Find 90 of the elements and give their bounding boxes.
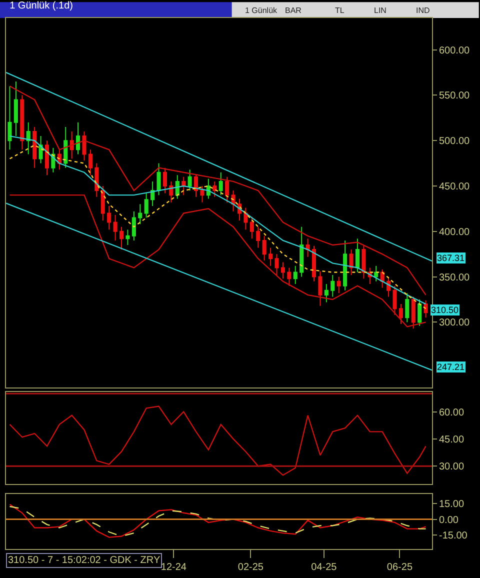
candlestick [8, 86, 12, 150]
candlestick [256, 226, 260, 248]
candlestick [392, 285, 397, 316]
candlestick [318, 270, 322, 306]
y-tick-label: 30.00 [439, 462, 464, 473]
candlestick [194, 174, 198, 198]
y-tick-label: -15.00 [439, 530, 468, 542]
candlestick [144, 192, 148, 218]
y-tick-label: 600.00 [439, 45, 470, 56]
candlestick [405, 292, 410, 323]
chart-title: 1 Günlük (.1d) [10, 0, 73, 12]
y-tick-label: 45.00 [439, 434, 464, 446]
candlestick [218, 172, 223, 196]
candlestick [355, 238, 360, 273]
line-series [9, 194, 426, 328]
candlestick [336, 276, 341, 294]
candlestick [132, 210, 136, 241]
candlestick [212, 180, 217, 198]
candlestick [107, 205, 112, 230]
y-tick-label: 400.00 [439, 226, 470, 238]
annotation: 310.50 [431, 305, 459, 315]
text: IND [416, 6, 430, 15]
candlestick [20, 94, 24, 150]
candlestick [88, 149, 92, 176]
y-tick-label: 60.00 [439, 407, 464, 418]
candlestick [156, 162, 161, 196]
candlestick [274, 254, 279, 276]
text: LIN [374, 6, 387, 15]
text: TL [335, 6, 345, 15]
line-series [9, 86, 426, 296]
x-tick-label: 02-25 [238, 562, 264, 573]
candlestick [82, 131, 86, 162]
y-tick-label: 450.00 [439, 181, 470, 192]
candlestick [14, 81, 18, 137]
candlestick [94, 162, 99, 198]
candlestick [64, 126, 68, 168]
candlestick [300, 226, 304, 278]
y-tick-label: 0.00 [439, 514, 459, 526]
candlestick [424, 300, 428, 318]
candlestick [411, 296, 416, 330]
candlestick [262, 235, 266, 261]
candlestick [374, 265, 378, 282]
x-tick-label: 06-25 [386, 562, 413, 573]
candlestick [200, 185, 204, 203]
candlestick [324, 284, 328, 303]
candlestick [280, 262, 285, 280]
candlestick [44, 140, 50, 176]
candlestick [138, 204, 142, 225]
x-tick-label: 12-24 [160, 562, 187, 573]
text: 1 Günlük [245, 6, 278, 15]
candlestick [287, 267, 292, 286]
y-tick-label: 350.00 [439, 272, 470, 284]
y-tick-label: 500.00 [439, 136, 470, 148]
candlestick [244, 207, 248, 230]
candlestick [312, 245, 316, 282]
candlestick [32, 126, 37, 168]
annotation: 367.31 [437, 253, 465, 263]
candlestick [162, 167, 167, 194]
candlestick [418, 299, 422, 326]
candlestick [182, 176, 186, 196]
candlestick [113, 214, 118, 241]
candlestick [293, 265, 298, 285]
candlestick [349, 249, 354, 276]
candlestick [330, 274, 335, 298]
candlestick [268, 247, 273, 266]
candlestick [386, 276, 391, 298]
y-tick-label: 300.00 [439, 318, 470, 329]
candlestick [70, 131, 74, 160]
x-tick-label: 04-25 [311, 562, 338, 573]
candlestick [119, 226, 124, 250]
candlestick [76, 122, 80, 155]
candlestick [38, 136, 43, 164]
candlestick [362, 245, 366, 280]
candlestick [26, 122, 30, 155]
candlestick [169, 180, 174, 203]
candlestick [225, 176, 230, 203]
candlestick [188, 169, 192, 192]
line-series [9, 406, 426, 476]
candlestick [126, 229, 130, 246]
y-tick-label: 15.00 [439, 498, 464, 510]
text: BAR [285, 6, 302, 15]
y-tick-label: 550.00 [439, 90, 470, 102]
candlestick [398, 304, 403, 325]
candlestick [100, 185, 105, 221]
annotation: 247.21 [437, 362, 465, 372]
candlestick [343, 240, 348, 291]
candlestick [306, 238, 310, 258]
candlestick [150, 180, 155, 206]
text: 310.50 - 7 - 15:02:02 - GDK - ZRY [8, 555, 160, 566]
candlestick [250, 216, 254, 240]
